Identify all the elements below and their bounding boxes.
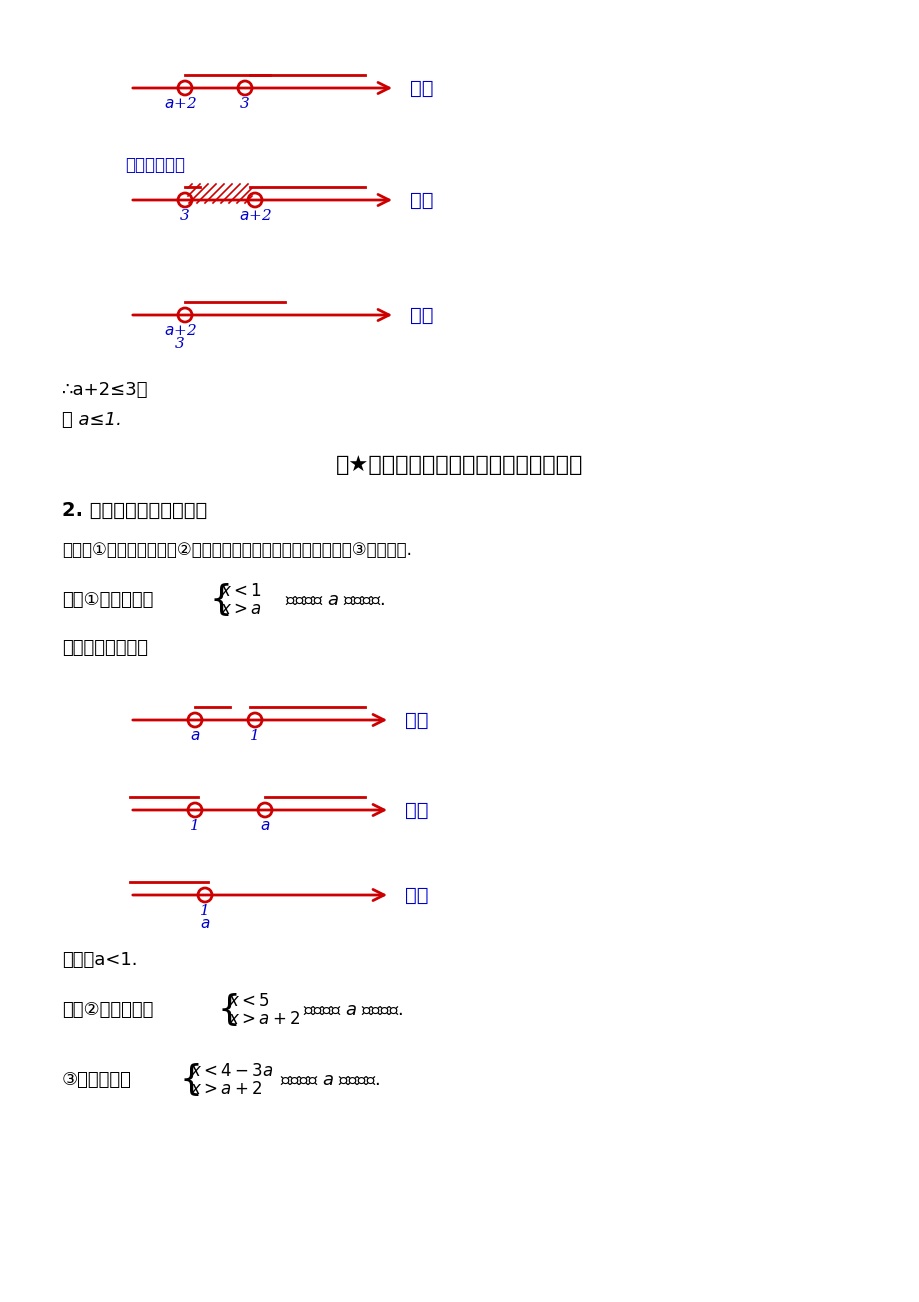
Text: $a$: $a$ <box>259 819 270 833</box>
Text: $a$+2: $a$+2 <box>164 323 197 339</box>
Text: 1: 1 <box>250 729 259 743</box>
Text: $x < 1$: $x < 1$ <box>220 582 262 599</box>
Text: $x < 4-3a$: $x < 4-3a$ <box>190 1062 273 1079</box>
Text: 正确: 正确 <box>410 306 433 324</box>
Text: 解：画数轴如下：: 解：画数轴如下： <box>62 639 148 658</box>
Text: 无解，求 $a$ 取值范围.: 无解，求 $a$ 取值范围. <box>285 591 385 609</box>
Text: $x > a$: $x > a$ <box>220 600 262 617</box>
Text: 有解，求 $a$ 取值范围.: 有解，求 $a$ 取值范围. <box>279 1072 380 1088</box>
Text: $a$: $a$ <box>199 917 210 931</box>
Text: 无解: 无解 <box>404 801 428 819</box>
Text: 有解，求 $a$ 取值范围.: 有解，求 $a$ 取值范围. <box>302 1001 403 1019</box>
Text: 有解: 有解 <box>404 711 428 729</box>
Text: {: { <box>218 993 241 1027</box>
Text: 2. 不等式组的有解与无解: 2. 不等式组的有解与无解 <box>62 500 207 519</box>
Text: {: { <box>210 583 233 617</box>
Text: ∴a+2≤3，: ∴a+2≤3， <box>62 381 148 398</box>
Text: 3: 3 <box>240 98 250 111</box>
Text: $x > a+2$: $x > a+2$ <box>190 1081 262 1098</box>
Text: 方法：①分别解不等式；②画数轴分析解集端点数的大小关系；③得到结论.: 方法：①分别解不等式；②画数轴分析解集端点数的大小关系；③得到结论. <box>62 542 412 559</box>
Text: $x > a+2$: $x > a+2$ <box>228 1010 300 1027</box>
Text: 可知：a<1.: 可知：a<1. <box>62 950 137 969</box>
Text: 【★】仔细体会一下例１与例２的区别？: 【★】仔细体会一下例１与例２的区别？ <box>336 454 583 475</box>
Text: $a$+2: $a$+2 <box>238 208 271 223</box>
Text: 3: 3 <box>175 337 185 352</box>
Text: 错误: 错误 <box>410 190 433 210</box>
Text: 这部分不满足: 这部分不满足 <box>125 156 185 174</box>
Text: $a$: $a$ <box>189 729 200 743</box>
Text: 正确: 正确 <box>410 78 433 98</box>
Text: 练：②若不等式组: 练：②若不等式组 <box>62 1001 153 1019</box>
Text: 即 a≤1.: 即 a≤1. <box>62 411 121 428</box>
Text: 1: 1 <box>190 819 199 833</box>
Text: 3: 3 <box>180 210 189 223</box>
Text: 1: 1 <box>200 904 210 918</box>
Text: 例：①若不等式组: 例：①若不等式组 <box>62 591 153 609</box>
Text: ③若不等式组: ③若不等式组 <box>62 1072 131 1088</box>
Text: {: { <box>180 1062 203 1098</box>
Text: 无解: 无解 <box>404 885 428 905</box>
Text: $a$+2: $a$+2 <box>164 96 197 111</box>
Text: $x < 5$: $x < 5$ <box>228 992 269 1009</box>
